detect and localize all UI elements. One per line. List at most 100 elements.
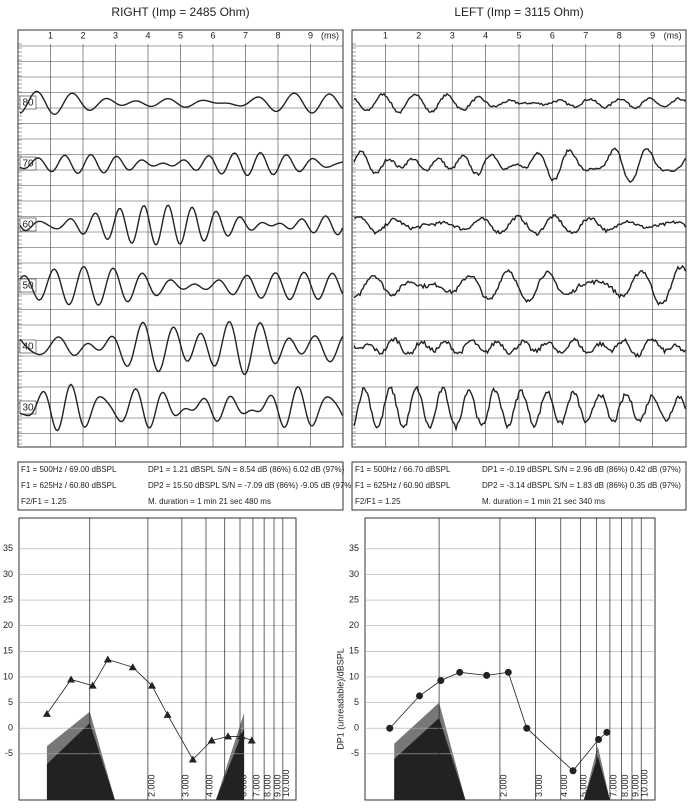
y-tick-label: 35 bbox=[349, 543, 359, 553]
x-tick-label: 8.000 bbox=[263, 774, 273, 797]
time-tick-label: 5 bbox=[516, 30, 521, 40]
plot-area bbox=[365, 518, 655, 800]
x-tick-label: 7.000 bbox=[251, 774, 261, 797]
level-label: 40 bbox=[22, 342, 34, 353]
dp-marker bbox=[386, 724, 394, 732]
x-tick-label: 6.000 bbox=[238, 774, 248, 797]
time-unit: (ms) bbox=[664, 30, 682, 40]
dp-marker bbox=[569, 767, 577, 775]
time-tick-label: 8 bbox=[275, 30, 280, 40]
level-label: 60 bbox=[22, 220, 34, 231]
x-tick-label: 6.000 bbox=[595, 774, 605, 797]
y-tick-label: 0 bbox=[8, 723, 13, 733]
time-tick-label: 5 bbox=[178, 30, 183, 40]
waveform bbox=[19, 151, 343, 177]
plot-area bbox=[19, 518, 296, 800]
noise-area bbox=[394, 717, 610, 800]
time-tick-label: 4 bbox=[145, 30, 150, 40]
dp-marker bbox=[523, 724, 531, 732]
x-tick-label: 4.000 bbox=[204, 774, 214, 797]
x-tick-label: 9.000 bbox=[630, 774, 640, 797]
waveform bbox=[19, 204, 344, 246]
dp-marker bbox=[163, 710, 172, 718]
waveform bbox=[353, 337, 687, 359]
waveform bbox=[19, 321, 344, 376]
info-box bbox=[351, 461, 687, 511]
waveform bbox=[19, 266, 344, 306]
panel-title: RIGHT (Imp = 2485 Ohm) bbox=[111, 5, 249, 19]
x-tick-label: 1.000 bbox=[437, 774, 447, 797]
y-tick-label: 30 bbox=[3, 569, 13, 579]
dp-marker bbox=[103, 655, 112, 663]
y-tick-label: 35 bbox=[3, 543, 13, 553]
dp-marker bbox=[437, 677, 445, 685]
level-label: 50 bbox=[22, 281, 34, 292]
y-tick-label: 15 bbox=[349, 646, 359, 656]
y-axis-label: DP1 (unreadable)/dBSPL bbox=[335, 648, 345, 750]
dp-marker bbox=[595, 735, 603, 743]
time-tick-label: 6 bbox=[550, 30, 555, 40]
time-tick-label: 4 bbox=[483, 30, 488, 40]
y-tick-label: -5 bbox=[351, 748, 359, 758]
info-text: F2/F1 = 1.25 bbox=[355, 497, 401, 506]
dp-marker bbox=[42, 709, 51, 717]
waveform bbox=[353, 385, 687, 432]
time-tick-label: 3 bbox=[113, 30, 118, 40]
info-text: F2/F1 = 1.25 bbox=[21, 497, 67, 506]
waveform bbox=[353, 264, 687, 306]
time-tick-label: 2 bbox=[416, 30, 421, 40]
info-text: DP1 = -0.19 dBSPL S/N = 2.96 dB (86%) 0.… bbox=[482, 465, 681, 474]
info-text: F1 = 625Hz / 60.80 dBSPL bbox=[21, 481, 117, 490]
x-tick-label: 7.000 bbox=[608, 774, 618, 797]
info-text: F1 = 500Hz / 66.70 dBSPL bbox=[355, 465, 451, 474]
info-text: DP1 = 1.21 dBSPL S/N = 8.54 dB (86%) 6.0… bbox=[148, 465, 345, 474]
dp-marker bbox=[415, 692, 423, 700]
y-tick-label: 25 bbox=[3, 594, 13, 604]
level-box bbox=[19, 217, 37, 232]
waveform bbox=[353, 92, 687, 114]
dp-marker bbox=[67, 675, 76, 683]
noise-area bbox=[46, 723, 245, 800]
time-tick-label: 7 bbox=[243, 30, 248, 40]
info-text: M. duration = 1 min 21 sec 480 ms bbox=[148, 497, 271, 506]
dp-line bbox=[389, 671, 608, 772]
x-tick-label: 3.000 bbox=[180, 774, 190, 797]
dp-marker bbox=[224, 732, 233, 740]
dp-marker bbox=[147, 681, 156, 689]
info-text: F1 = 500Hz / 69.00 dBSPL bbox=[21, 465, 117, 474]
info-text: DP2 = 15.50 dBSPL S/N = -7.09 dB (86%) -… bbox=[148, 481, 354, 490]
x-tick-label: 10.000 bbox=[640, 769, 650, 797]
x-tick-label: 5.000 bbox=[579, 774, 589, 797]
time-tick-label: 2 bbox=[80, 30, 85, 40]
x-tick-label: 3.000 bbox=[534, 774, 544, 797]
time-tick-label: 9 bbox=[650, 30, 655, 40]
x-tick-label: 1.000 bbox=[88, 774, 98, 797]
y-tick-label: 20 bbox=[3, 620, 13, 630]
time-tick-label: 9 bbox=[308, 30, 313, 40]
dp-marker bbox=[603, 728, 611, 736]
y-tick-label: 0 bbox=[354, 723, 359, 733]
x-tick-label: 9.000 bbox=[272, 774, 282, 797]
x-tick-label: 4.000 bbox=[559, 774, 569, 797]
dp-marker bbox=[456, 668, 464, 676]
time-tick-label: 7 bbox=[583, 30, 588, 40]
x-tick-label: 10.000 bbox=[281, 769, 291, 797]
info-text: F1 = 625Hz / 60.90 dBSPL bbox=[355, 481, 451, 490]
waveform bbox=[353, 214, 687, 237]
time-tick-label: 1 bbox=[48, 30, 53, 40]
dp-marker bbox=[483, 671, 491, 679]
level-box bbox=[19, 156, 37, 171]
x-tick-label: 2.000 bbox=[498, 774, 508, 797]
waveform bbox=[353, 147, 687, 183]
y-tick-label: 10 bbox=[3, 671, 13, 681]
time-tick-label: 3 bbox=[450, 30, 455, 40]
dp-marker bbox=[207, 736, 216, 744]
level-label: 30 bbox=[22, 403, 34, 414]
level-box bbox=[19, 400, 37, 415]
dp-marker bbox=[88, 681, 97, 689]
y-tick-label: 5 bbox=[354, 697, 359, 707]
x-tick-label: 8.000 bbox=[620, 774, 630, 797]
level-label: 70 bbox=[22, 159, 34, 170]
info-box bbox=[17, 461, 344, 511]
info-text: M. duration = 1 min 21 sec 340 ms bbox=[482, 497, 605, 506]
